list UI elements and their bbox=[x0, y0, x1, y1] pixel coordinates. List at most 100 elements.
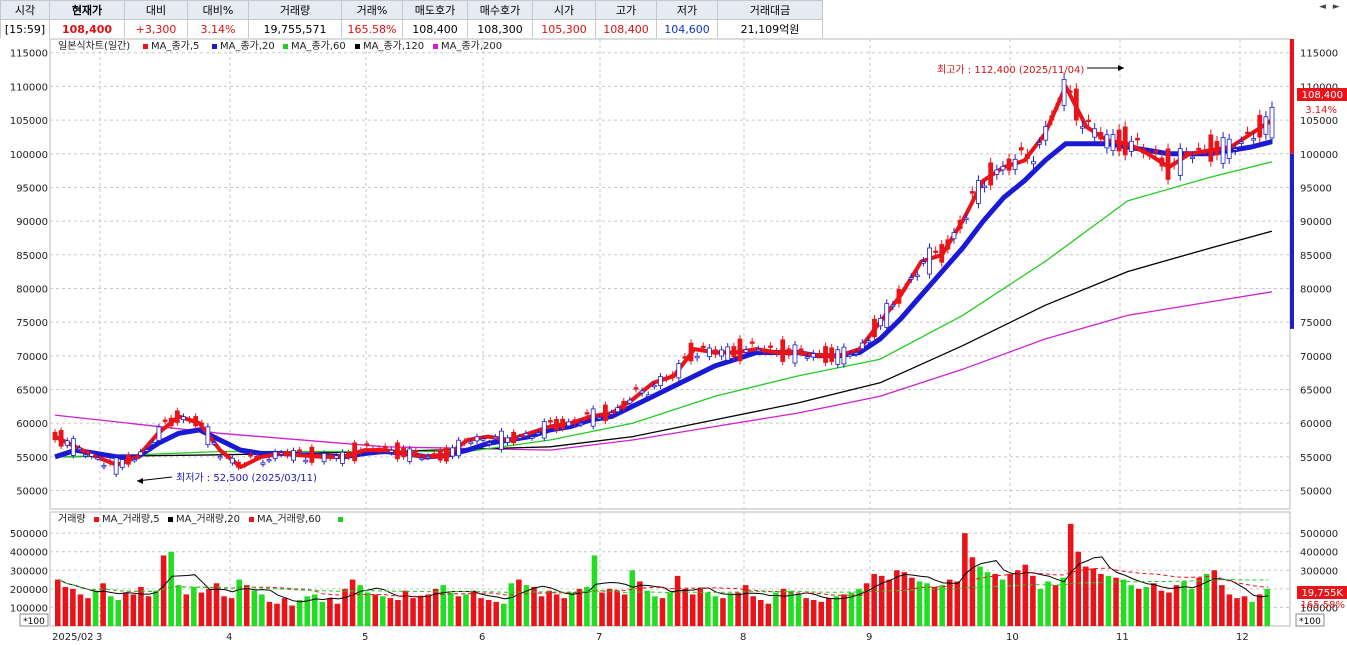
candle-body bbox=[1239, 141, 1244, 144]
volume-bar bbox=[92, 590, 99, 626]
volume-bar bbox=[712, 596, 719, 626]
candle-body bbox=[1043, 126, 1049, 141]
scroll-arrows[interactable]: ◄ ► bbox=[1319, 2, 1342, 12]
candle-body bbox=[957, 219, 963, 230]
volume-bar bbox=[818, 601, 825, 626]
candle-body bbox=[774, 351, 780, 354]
volume-bar bbox=[1211, 570, 1218, 626]
candle-body bbox=[450, 447, 455, 457]
volume-bar bbox=[546, 590, 552, 626]
volume-bar bbox=[1128, 585, 1134, 626]
y-tick-left: 200000 bbox=[10, 585, 48, 596]
candle-body bbox=[1006, 158, 1012, 171]
candle-body bbox=[1159, 157, 1165, 167]
candle-body bbox=[823, 346, 828, 363]
candle-body bbox=[1135, 137, 1140, 141]
volume-bar bbox=[296, 600, 303, 626]
y-tick-right: 105000 bbox=[1300, 116, 1338, 127]
volume-bar bbox=[894, 570, 900, 626]
candle-body bbox=[480, 438, 486, 441]
candle-body bbox=[817, 353, 822, 356]
volume-bar bbox=[795, 594, 802, 626]
y-tick-left: 85000 bbox=[16, 251, 48, 262]
candle-body bbox=[199, 422, 205, 425]
candle-body bbox=[1086, 119, 1091, 122]
quote-bid: 108,300 bbox=[467, 19, 533, 39]
candle-body bbox=[963, 217, 969, 220]
candle-body bbox=[1165, 148, 1171, 180]
y-tick-left: 95000 bbox=[16, 183, 48, 194]
candle-body bbox=[627, 399, 633, 404]
quote-header-bid: 매수호가 bbox=[467, 0, 533, 20]
candle-body bbox=[150, 442, 156, 445]
volume-bar bbox=[191, 587, 197, 626]
candle-body bbox=[835, 349, 841, 365]
y-tick-left: 55000 bbox=[16, 453, 48, 464]
candle-body bbox=[315, 454, 321, 457]
candle-body bbox=[70, 438, 76, 456]
candle-body bbox=[541, 421, 547, 439]
volume-bar bbox=[364, 592, 371, 626]
candle-body bbox=[853, 352, 859, 355]
y-tick-left: 65000 bbox=[16, 386, 48, 397]
candle-body bbox=[670, 374, 676, 379]
y-tick-right: 115000 bbox=[1300, 49, 1338, 60]
x-tick-label: 9 bbox=[866, 632, 872, 643]
candle-body bbox=[1080, 126, 1085, 129]
volume-bar bbox=[228, 598, 235, 626]
candle-body bbox=[119, 459, 125, 468]
legend-ma120: MA_종가,120 bbox=[363, 40, 424, 52]
volume-bar bbox=[470, 590, 477, 626]
candle-body bbox=[725, 346, 731, 361]
candle-body bbox=[914, 274, 920, 277]
axis-color-bar-down bbox=[1290, 153, 1294, 329]
volume-bar bbox=[266, 601, 273, 626]
candle-body bbox=[1110, 134, 1116, 151]
volume-bar bbox=[448, 592, 454, 626]
candle-body bbox=[156, 426, 162, 441]
candle-body bbox=[762, 348, 767, 352]
candle-body bbox=[939, 244, 945, 263]
candle-body bbox=[639, 390, 645, 394]
volume-bar bbox=[727, 594, 734, 626]
x-tick-label: 3 bbox=[96, 632, 102, 643]
candle-body bbox=[1220, 137, 1226, 164]
y-tick-right: 95000 bbox=[1300, 183, 1332, 194]
candle-body bbox=[419, 457, 425, 461]
axis-color-bar-up bbox=[1290, 39, 1294, 154]
candle-body bbox=[664, 377, 669, 380]
candle-body bbox=[560, 418, 565, 429]
volume-bar bbox=[856, 588, 862, 626]
volume-bar bbox=[886, 579, 893, 626]
candle-body bbox=[284, 451, 290, 457]
candle-body bbox=[731, 346, 737, 358]
quote-header-volume: 거래량 bbox=[248, 0, 342, 20]
quote-header-ask: 매도호가 bbox=[402, 0, 468, 20]
candle-body bbox=[865, 340, 871, 343]
volume-bar bbox=[841, 594, 847, 626]
candle-body bbox=[694, 355, 700, 359]
candle-body bbox=[719, 349, 724, 357]
y-tick-left: 300000 bbox=[10, 566, 48, 577]
quote-amount: 21,109억원 bbox=[717, 19, 823, 39]
legend-vol-ma5: MA_거래량,5 bbox=[102, 513, 160, 525]
volume-bar bbox=[319, 601, 326, 626]
candle-body bbox=[1171, 162, 1177, 165]
candle-body bbox=[994, 169, 1000, 175]
candle-body bbox=[688, 342, 694, 362]
y-tick-right: 90000 bbox=[1300, 217, 1332, 228]
y-tick-left: 115000 bbox=[10, 49, 48, 60]
candle-body bbox=[896, 288, 902, 304]
legend-ma5: MA_종가,5 bbox=[151, 40, 199, 52]
y-tick-left: 105000 bbox=[10, 116, 48, 127]
volume-bar bbox=[183, 594, 190, 626]
candle-body bbox=[1055, 103, 1061, 106]
volume-bar bbox=[878, 575, 885, 626]
legend-chart-type: 일본식차트(일간) bbox=[58, 40, 130, 52]
candle-body bbox=[1202, 149, 1208, 152]
volume-bar bbox=[803, 598, 809, 626]
volume-bar bbox=[417, 596, 424, 626]
candle-body bbox=[309, 446, 315, 463]
candle-body bbox=[468, 441, 474, 444]
stock-chart[interactable]: 5000055000600006500070000750008000085000… bbox=[0, 38, 1347, 645]
